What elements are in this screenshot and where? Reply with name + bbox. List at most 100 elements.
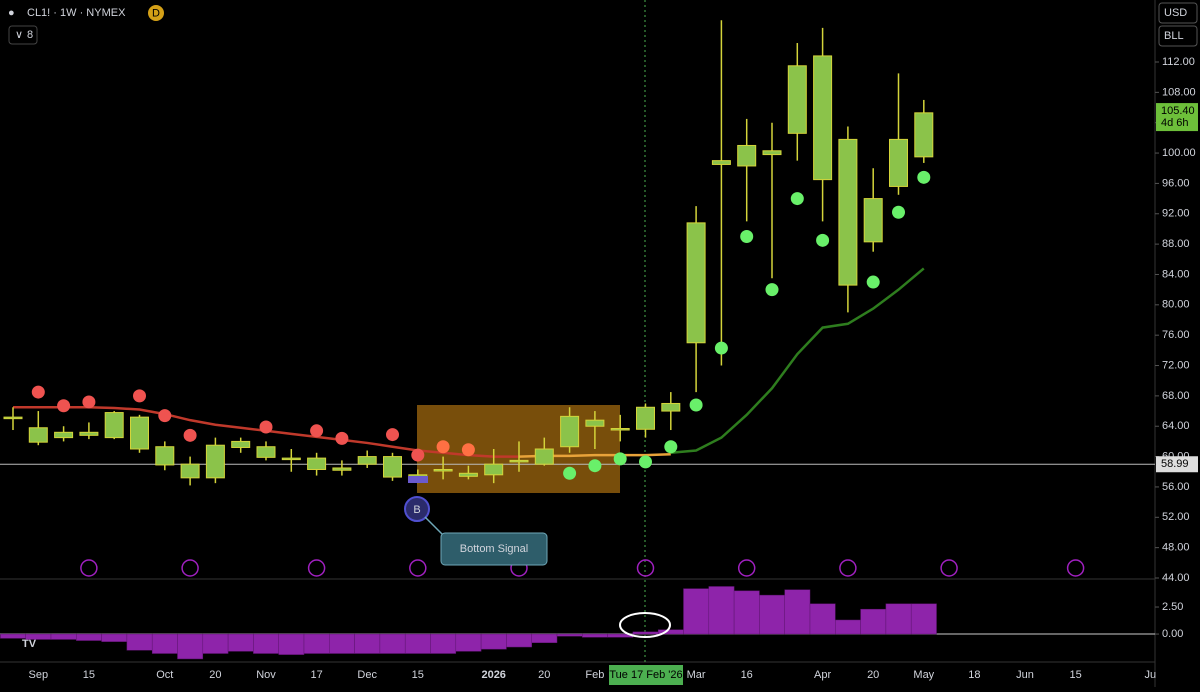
osc-bar [354, 633, 381, 654]
candle-body [281, 457, 301, 461]
signal-dot [892, 205, 905, 219]
x-tick-label: Apr [814, 669, 831, 681]
currency-box[interactable] [1158, 2, 1198, 24]
osc-bar [835, 619, 861, 635]
candle-body [256, 446, 276, 458]
osc-bar [76, 633, 102, 641]
y-tick-label: 88.00 [1162, 238, 1190, 250]
candle-body [889, 138, 908, 187]
candle-body [433, 468, 453, 472]
badge: D [152, 7, 160, 19]
x-tick-label: Nov [256, 669, 276, 681]
x-tick-label: Jul [1144, 669, 1158, 681]
x-tick-label: 15 [1069, 669, 1081, 681]
signal-icon [80, 559, 98, 577]
currency: USD [1164, 7, 1187, 19]
candle-body [383, 456, 402, 478]
osc-bar [202, 633, 229, 654]
signal-dot [740, 230, 754, 244]
y-tick-label: 72.00 [1162, 359, 1190, 371]
osc-bar [50, 633, 77, 640]
signal-dot [133, 389, 146, 403]
signal-dot [335, 431, 349, 445]
signal-dot [386, 428, 399, 442]
candle-body [357, 456, 377, 465]
candle-body [762, 150, 782, 156]
x-tick-label: 17 [310, 669, 322, 681]
osc-bar [480, 633, 507, 650]
crosshair-label-box [609, 665, 683, 685]
signal-dot [57, 399, 71, 413]
price-line-label: 58.99 [1161, 458, 1189, 470]
indicator-toggle[interactable] [8, 25, 38, 45]
signal-dot [436, 440, 450, 454]
osc-bar [733, 590, 760, 635]
x-tick-label: Sep [29, 669, 49, 681]
y-tick-label: 92.00 [1162, 208, 1190, 220]
signal-rect [408, 476, 428, 483]
x-tick-label: Mar [687, 669, 706, 681]
osc-bar [303, 633, 330, 654]
candle-body [560, 415, 580, 448]
candle-body [231, 440, 251, 448]
symbol: CL1! · 1W · NYMEX [27, 7, 126, 19]
osc-bar [860, 608, 887, 635]
signal-dot [411, 448, 425, 462]
last-price-box [1156, 103, 1198, 132]
signal-dot [639, 455, 652, 469]
x-tick-label: 15 [412, 669, 424, 681]
signal-icon [409, 559, 427, 577]
x-tick-label: May [913, 669, 934, 681]
y-tick-label: 44.00 [1162, 572, 1190, 584]
badge-bg [148, 5, 164, 21]
candle-body [28, 427, 48, 443]
signal-dot [183, 428, 197, 442]
unit-box[interactable] [1158, 25, 1198, 47]
osc-bar [0, 633, 26, 639]
signal-dot [259, 420, 273, 434]
signal-dot [866, 275, 880, 289]
signal-icon [307, 559, 326, 577]
osc-bar [506, 633, 532, 648]
signal-dot [158, 409, 172, 423]
osc-bar [784, 589, 811, 635]
osc-bar [556, 633, 583, 637]
osc-bar [278, 633, 305, 655]
x-tick-label: 15 [83, 669, 95, 681]
y-tick-label: 64.00 [1162, 420, 1190, 432]
y-tick-label: 96.00 [1162, 177, 1190, 189]
x-tick-label: Feb [585, 669, 604, 681]
osc-bar [329, 633, 355, 654]
y-tick-label: 84.00 [1162, 268, 1190, 280]
osc-bar [151, 633, 178, 654]
candle-body [54, 431, 74, 439]
osc-y-tick-label: 0.00 [1162, 628, 1183, 640]
candle-body [509, 459, 529, 463]
annotation-box [440, 532, 548, 566]
chevron: ∨ [15, 29, 23, 41]
osc-bar [683, 588, 710, 635]
osc-bar [177, 633, 204, 660]
osc-bar [531, 633, 558, 643]
candle-body [307, 457, 327, 470]
countdown: 4d 6h [1161, 117, 1189, 129]
osc-bar [759, 594, 785, 635]
signal-dot [790, 192, 804, 206]
crosshair-label: Tue 17 Feb '26 [609, 669, 682, 681]
candle-body [838, 138, 858, 286]
candle-body [205, 444, 225, 479]
candle-body [104, 412, 124, 439]
candle-body [155, 446, 175, 466]
x-tick-label: 2026 [481, 669, 505, 681]
osc-bar [708, 586, 735, 635]
signal-dot [664, 440, 678, 454]
signal-dot [816, 233, 830, 247]
signal-circle [404, 496, 430, 522]
signal-icon [636, 559, 655, 577]
y-tick-label: 48.00 [1162, 542, 1190, 554]
unit: BLL [1164, 30, 1184, 42]
signal-marker: B [413, 504, 420, 516]
signal-icon [181, 559, 199, 577]
